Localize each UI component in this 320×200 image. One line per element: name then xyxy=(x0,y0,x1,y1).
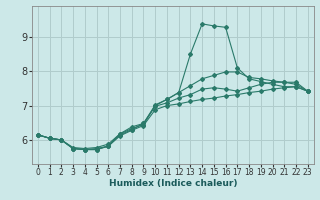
X-axis label: Humidex (Indice chaleur): Humidex (Indice chaleur) xyxy=(108,179,237,188)
